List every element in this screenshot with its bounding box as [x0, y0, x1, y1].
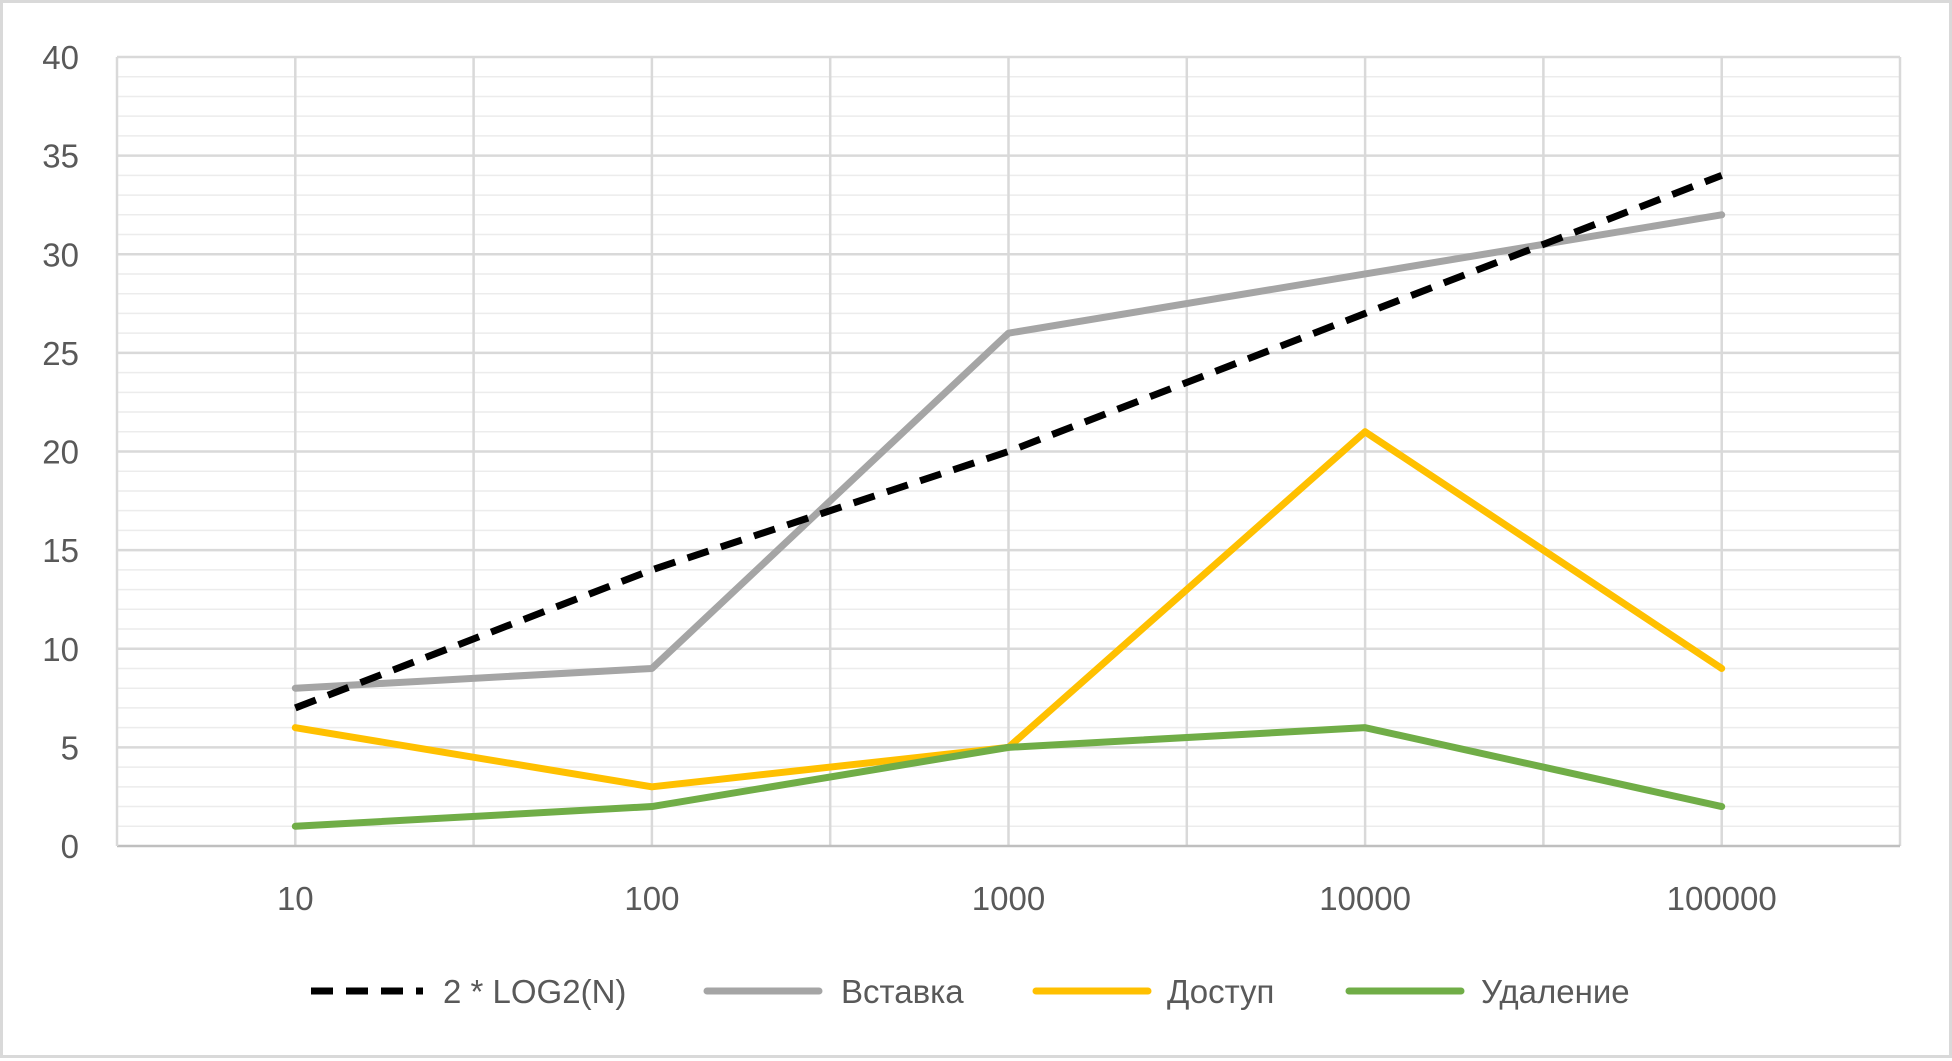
legend-label: Доступ: [1167, 973, 1274, 1010]
y-tick-label: 40: [42, 39, 79, 76]
x-tick-label: 10000: [1319, 880, 1411, 917]
y-tick-label: 25: [42, 335, 79, 372]
y-tick-label: 5: [61, 729, 79, 766]
y-tick-label: 35: [42, 138, 79, 175]
line-chart: 0 5 10 15 20 25 30 35 40 10 100 1000 10000 100000 2 *…: [3, 3, 1952, 1061]
y-tick-label: 15: [42, 532, 79, 569]
x-tick-label: 1000: [972, 880, 1045, 917]
axes: 0 5 10 15 20 25 30 35 40 10 100 1000 10000 100000: [42, 39, 1776, 917]
x-tick-label: 10: [277, 880, 314, 917]
legend: 2 * LOG2(N) Вставка Доступ Удаление: [311, 973, 1630, 1010]
legend-label: Удаление: [1481, 973, 1630, 1010]
x-tick-label: 100000: [1667, 880, 1777, 917]
y-tick-label: 20: [42, 434, 79, 471]
y-tick-label: 0: [61, 828, 79, 865]
x-tick-label: 100: [624, 880, 679, 917]
legend-label: Вставка: [841, 973, 964, 1010]
legend-label: 2 * LOG2(N): [443, 973, 626, 1010]
y-tick-label: 10: [42, 631, 79, 668]
y-tick-label: 30: [42, 236, 79, 273]
